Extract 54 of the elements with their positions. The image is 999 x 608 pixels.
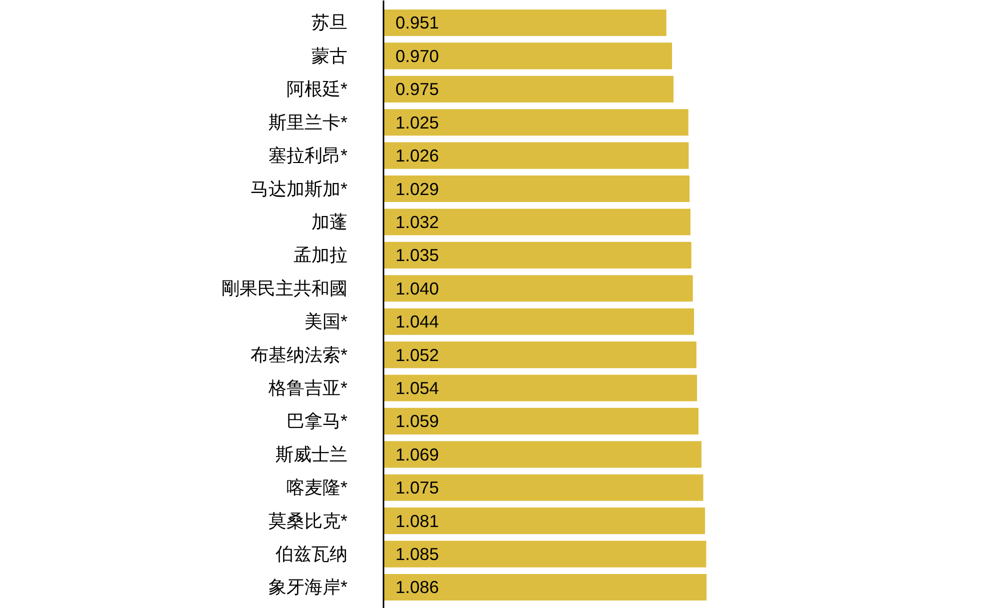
bar bbox=[384, 9, 666, 36]
data-label: 0.975 bbox=[396, 79, 439, 100]
y-tick-label: 斯里兰卡* bbox=[268, 112, 348, 132]
data-label: 1.086 bbox=[396, 577, 439, 598]
data-label: 1.040 bbox=[396, 278, 439, 298]
y-tick-label: 加蓬 bbox=[312, 212, 348, 232]
y-tick-label: 伯兹瓦纳 bbox=[274, 544, 348, 564]
bar bbox=[384, 175, 690, 202]
bar bbox=[384, 76, 674, 102]
bar bbox=[384, 574, 707, 601]
data-label: 1.044 bbox=[396, 312, 440, 332]
data-label: 1.069 bbox=[396, 444, 439, 464]
bar bbox=[384, 540, 706, 568]
bar bbox=[384, 408, 698, 434]
data-label: 1.054 bbox=[396, 378, 440, 398]
data-label: 1.025 bbox=[396, 112, 439, 132]
data-label: 1.035 bbox=[396, 245, 439, 266]
bar bbox=[384, 242, 692, 268]
data-label: 1.029 bbox=[396, 178, 439, 199]
bar bbox=[384, 42, 672, 70]
bar bbox=[384, 109, 688, 136]
y-tick-label: 美国* bbox=[304, 312, 348, 332]
data-label: 1.052 bbox=[396, 344, 439, 365]
y-tick-label: 布基纳法索* bbox=[250, 344, 348, 365]
bar bbox=[384, 275, 693, 302]
data-label: 0.951 bbox=[396, 12, 439, 33]
y-tick-label: 孟加拉 bbox=[294, 245, 348, 266]
y-tick-label: 塞拉利昂* bbox=[268, 146, 348, 166]
y-tick-label: 喀麦隆* bbox=[286, 478, 348, 498]
y-tick-label: 莫桑比克* bbox=[268, 510, 348, 531]
bar bbox=[384, 474, 704, 501]
y-tick-label: 象牙海岸* bbox=[268, 577, 348, 598]
data-label: 1.085 bbox=[396, 544, 439, 564]
data-label: 1.026 bbox=[396, 146, 439, 166]
y-tick-label: 阿根廷* bbox=[286, 79, 348, 100]
data-label: 1.059 bbox=[396, 411, 439, 432]
y-tick-label: 蒙古 bbox=[312, 46, 348, 66]
bar bbox=[384, 208, 690, 236]
data-label: 1.032 bbox=[396, 212, 439, 232]
y-tick-label: 斯威士兰 bbox=[276, 444, 348, 464]
y-tick-label: 格鲁吉亚* bbox=[267, 378, 348, 398]
y-tick-label: 剛果民主共和國 bbox=[222, 278, 348, 298]
data-label: 0.970 bbox=[396, 46, 439, 66]
data-label: 1.075 bbox=[396, 478, 439, 498]
bar bbox=[384, 441, 702, 468]
y-tick-label: 巴拿马* bbox=[286, 411, 348, 432]
data-label: 1.081 bbox=[396, 510, 439, 531]
bar bbox=[384, 142, 689, 169]
y-tick-label: 马达加斯加* bbox=[250, 178, 348, 199]
bar bbox=[384, 374, 697, 402]
bar bbox=[384, 508, 706, 534]
y-tick-label: 苏旦 bbox=[312, 12, 348, 33]
bar bbox=[384, 342, 696, 368]
bar bbox=[384, 308, 694, 335]
